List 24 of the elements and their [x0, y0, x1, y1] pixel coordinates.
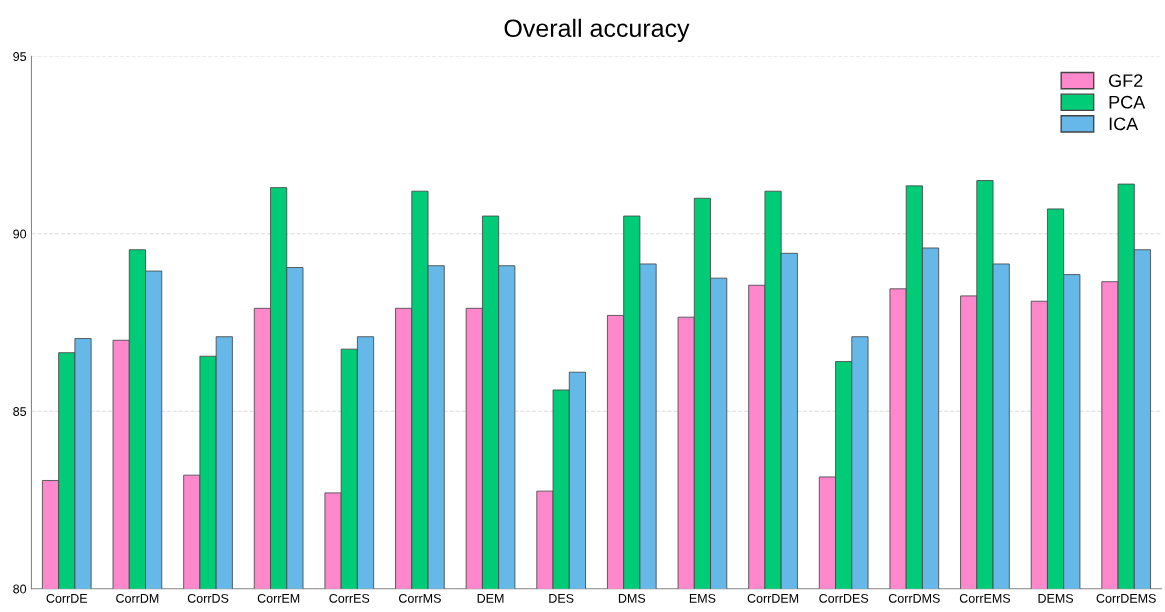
- x-tick-label: CorrDMS: [888, 593, 940, 603]
- x-tick-label: CorrDS: [187, 593, 229, 603]
- x-tick-label: EMS: [689, 593, 716, 603]
- legend-label: PCA: [1109, 95, 1146, 109]
- x-tick-label: DMS: [618, 593, 646, 603]
- x-tick-label: CorrDEM: [747, 593, 799, 603]
- legend-label: ICA: [1109, 117, 1139, 131]
- x-tick-label: CorrDEMS: [1096, 593, 1156, 603]
- x-tick-label: CorrEMS: [959, 593, 1011, 603]
- y-tick-label: 85: [13, 407, 27, 416]
- chart-title: Overall accuracy: [504, 18, 690, 43]
- y-tick-label: 80: [13, 584, 27, 594]
- y-tick-label: 90: [13, 229, 27, 239]
- y-tick-label: 95: [13, 52, 27, 61]
- x-tick-label: CorrDES: [819, 593, 869, 603]
- legend-label: GF2: [1109, 74, 1143, 87]
- x-tick-label: CorrMS: [399, 593, 441, 603]
- x-tick-label: DEM: [477, 594, 504, 603]
- x-tick-label: CorrEM: [257, 593, 300, 603]
- x-tick-label: DEMS: [1038, 593, 1074, 603]
- x-tick-label: CorrDE: [46, 593, 88, 603]
- x-tick-label: DES: [549, 593, 574, 603]
- x-tick-label: CorrES: [329, 593, 370, 603]
- x-tick-label: CorrDM: [116, 593, 159, 603]
